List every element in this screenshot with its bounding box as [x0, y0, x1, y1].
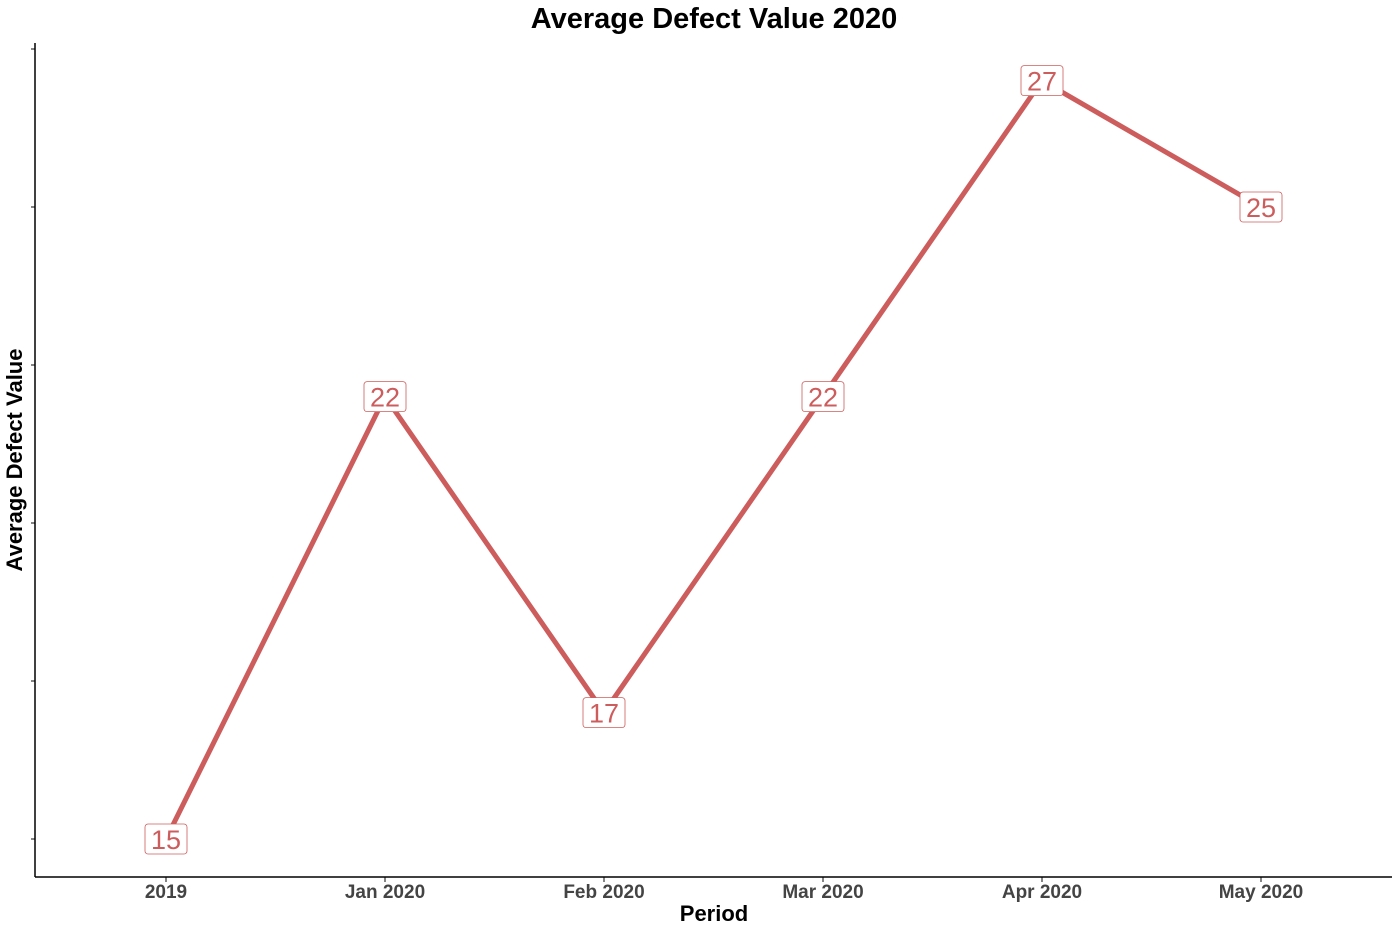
data-label: 22 [801, 381, 845, 413]
data-label-box [1239, 191, 1283, 223]
data-label-box [801, 381, 845, 413]
data-label-box [582, 697, 626, 728]
chart-title: Average Defect Value 2020 [531, 3, 897, 35]
data-label-group: 15 22 17 22 27 25 [144, 65, 1283, 855]
x-axis-ticks: 2019 Jan 2020 Feb 2020 Mar 2020 Apr 2020 May … [145, 877, 1303, 903]
x-tick-label: Jan 2020 [345, 882, 425, 903]
data-label-text: 22 [370, 383, 400, 413]
data-label-box [363, 381, 407, 413]
series-line-segment [163, 394, 388, 842]
x-axis-title: Period [680, 901, 748, 926]
data-label-text: 22 [808, 383, 838, 413]
series-line-segment [820, 78, 1045, 400]
x-tick-label: Apr 2020 [1002, 882, 1082, 903]
x-tick-label: 2019 [145, 882, 187, 903]
data-label: 22 [363, 381, 407, 413]
series-line-segment [382, 394, 607, 716]
x-tick-label: May 2020 [1219, 882, 1304, 903]
series-line-segment [601, 394, 826, 716]
x-tick-label: Mar 2020 [782, 882, 863, 903]
data-label: 15 [144, 823, 188, 855]
data-label-text: 27 [1027, 67, 1057, 97]
data-label-box [144, 823, 188, 855]
series-line-group [163, 78, 1264, 842]
series-line-segment [1039, 78, 1264, 210]
y-axis-title: Average Defect Value [2, 349, 27, 572]
x-tick-label: Feb 2020 [563, 882, 644, 903]
data-label: 27 [1020, 65, 1064, 97]
data-label-text: 15 [151, 825, 181, 855]
data-label-text: 17 [589, 699, 619, 729]
data-label-box [1020, 65, 1064, 96]
data-label: 25 [1239, 191, 1283, 223]
data-label-text: 25 [1246, 193, 1276, 223]
data-label: 17 [582, 697, 626, 729]
